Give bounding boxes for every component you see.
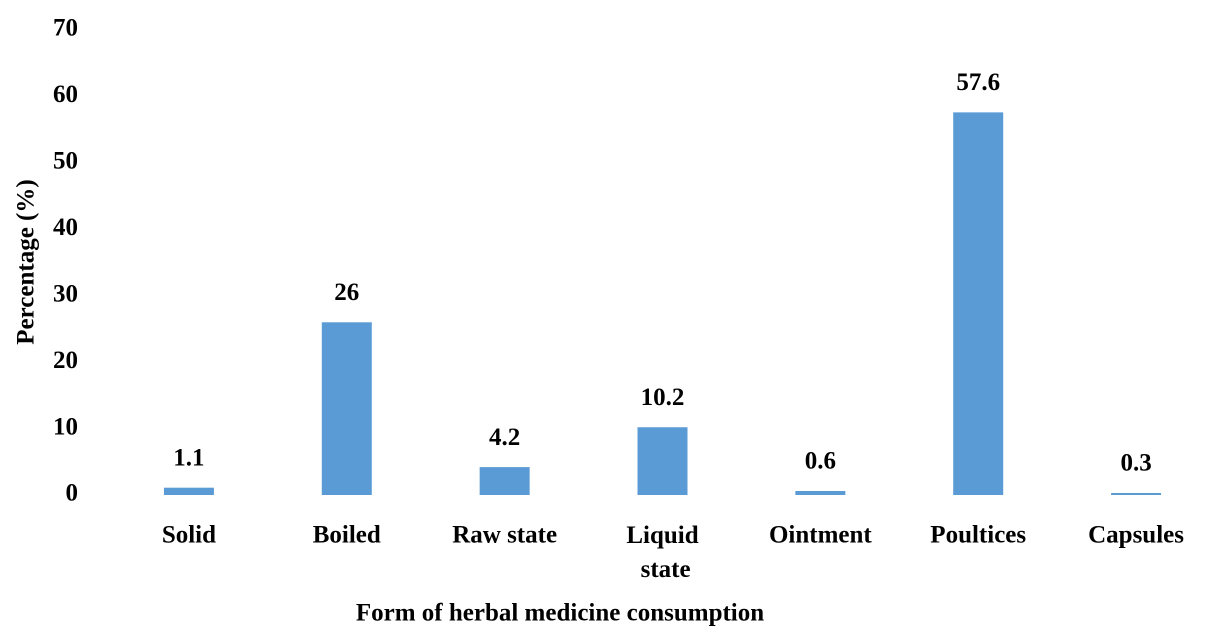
x-tick-label: Raw state bbox=[452, 522, 557, 549]
bar bbox=[953, 112, 1004, 495]
x-tick-label: Liquid state bbox=[626, 522, 698, 583]
value-label: 26 bbox=[334, 279, 359, 306]
bar bbox=[637, 427, 688, 495]
value-label: 0.3 bbox=[1120, 450, 1151, 477]
bar bbox=[321, 322, 372, 495]
x-axis-title: Form of herbal medicine consumption bbox=[356, 600, 764, 627]
y-tick-label: 60 bbox=[53, 81, 78, 108]
value-label: 1.1 bbox=[173, 444, 204, 471]
bar bbox=[479, 467, 530, 495]
y-tick-label: 40 bbox=[53, 214, 78, 241]
y-tick-label: 0 bbox=[66, 480, 79, 507]
x-tick-label: Solid bbox=[162, 522, 216, 549]
y-tick-label: 20 bbox=[53, 347, 78, 374]
y-tick-label: 70 bbox=[53, 15, 78, 42]
x-tick-label: Boiled bbox=[313, 522, 381, 549]
bar bbox=[1111, 493, 1162, 495]
y-tick-label: 30 bbox=[53, 280, 78, 307]
value-label: 0.6 bbox=[805, 448, 836, 475]
y-tick-label: 10 bbox=[53, 413, 78, 440]
value-label: 4.2 bbox=[489, 424, 520, 451]
x-tick-label: Capsules bbox=[1088, 522, 1184, 549]
bar bbox=[163, 487, 214, 495]
y-axis-title: Percentage (%) bbox=[13, 179, 40, 344]
value-label: 57.6 bbox=[956, 69, 1000, 96]
value-label: 10.2 bbox=[641, 384, 685, 411]
x-tick-label: Ointment bbox=[769, 522, 872, 549]
x-tick-label: Poultices bbox=[930, 522, 1026, 549]
bar bbox=[795, 491, 846, 495]
y-tick-label: 50 bbox=[53, 148, 78, 175]
